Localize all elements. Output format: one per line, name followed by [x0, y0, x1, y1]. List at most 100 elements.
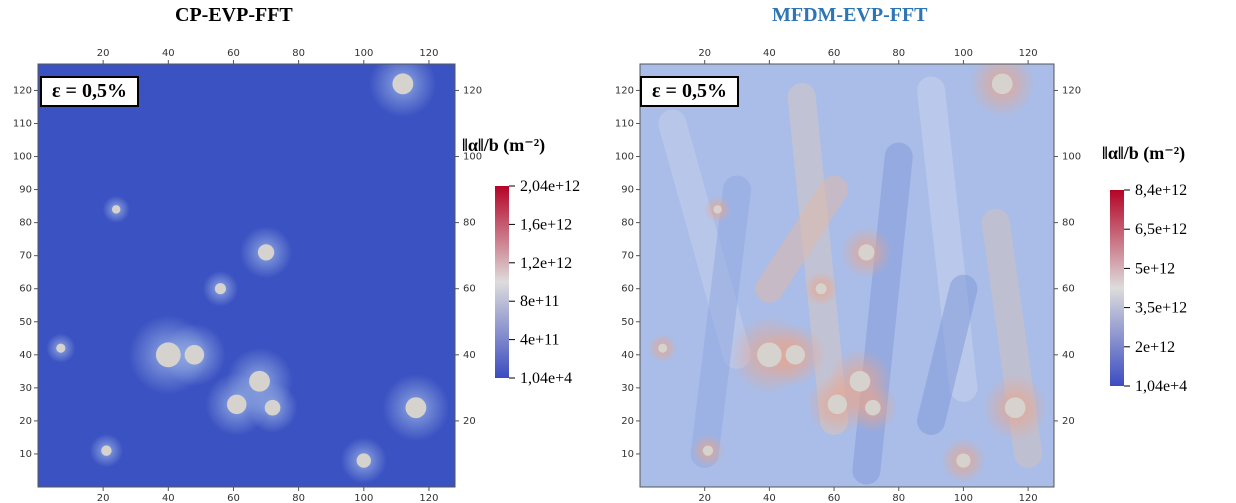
grain [184, 345, 205, 365]
heatmap-panel-cp: CP-EVP-FFT 20 20 40 40 60 60 80 80 100 100 120 120 1… [13, 4, 580, 503]
grain [264, 399, 281, 416]
colorbar-tick-label: 1,04e+4 [1135, 378, 1187, 395]
y-tick-label-left: 120 [615, 85, 634, 96]
y-tick-label-left: 20 [19, 416, 32, 427]
x-tick-label-bottom: 120 [1019, 493, 1038, 503]
grain [956, 453, 971, 468]
x-tick-label-top: 40 [763, 48, 776, 59]
grain [1004, 397, 1026, 419]
colorbar-tick-label: 4e+11 [520, 332, 560, 349]
x-tick-label-top: 20 [97, 48, 110, 59]
colorbar-tick-label: 1,6e+12 [520, 216, 572, 233]
x-tick-label-bottom: 120 [419, 493, 438, 503]
x-tick-label-bottom: 40 [162, 493, 175, 503]
colorbar-tick-label: 2e+12 [1135, 339, 1175, 356]
colorbar-tick-label: 1,04e+4 [520, 370, 572, 387]
grain [757, 342, 782, 368]
x-tick-label-top: 60 [227, 48, 240, 59]
y-tick-label-left: 10 [19, 449, 32, 460]
colorbar-tick-label: 6,5e+12 [1135, 221, 1187, 238]
y-tick-label-left: 120 [13, 85, 32, 96]
x-tick-label-bottom: 20 [698, 493, 711, 503]
y-tick-label-left: 110 [615, 118, 634, 129]
heatmap-mfdm-evp-fft: 20 20 40 40 60 60 80 80 100 100 120 120 10 20 30 40 50 60… [615, 48, 1187, 503]
x-tick-label-bottom: 100 [954, 493, 973, 503]
colorbar-tick-label: 8,4e+12 [1135, 182, 1187, 199]
heatmap-field [38, 64, 455, 487]
grain [249, 370, 270, 392]
grain [827, 394, 847, 415]
y-tick-label-right: 120 [463, 85, 482, 96]
heatmap-field [640, 64, 1054, 487]
grain [658, 343, 668, 353]
grain [101, 445, 112, 456]
y-tick-label-right: 80 [463, 218, 476, 229]
y-tick-label-left: 60 [621, 284, 634, 295]
x-tick-label-top: 20 [698, 48, 711, 59]
grain [155, 342, 181, 368]
y-tick-label-left: 90 [19, 185, 32, 196]
y-tick-label-left: 90 [621, 185, 634, 196]
y-tick-label-left: 70 [621, 251, 634, 262]
y-tick-label-left: 80 [19, 218, 32, 229]
y-tick-label-left: 60 [19, 284, 32, 295]
grain [865, 399, 881, 416]
grain [815, 283, 827, 295]
plot-frame [37, 63, 456, 488]
x-tick-label-bottom: 60 [227, 493, 240, 503]
y-tick-label-left: 50 [19, 317, 32, 328]
y-tick-label-left: 80 [621, 218, 634, 229]
x-tick-label-top: 80 [892, 48, 905, 59]
grain [991, 73, 1013, 95]
y-tick-label-right: 60 [463, 284, 476, 295]
grain [214, 283, 226, 295]
y-tick-label-right: 80 [1062, 218, 1075, 229]
x-tick-label-top: 60 [828, 48, 841, 59]
y-tick-label-left: 30 [19, 383, 32, 394]
y-tick-label-left: 70 [19, 251, 32, 262]
grain [257, 244, 275, 261]
colorbar-tick-label: 2,04e+12 [520, 178, 580, 195]
grain [785, 345, 805, 365]
y-tick-label-right: 120 [1062, 85, 1081, 96]
grain [702, 445, 714, 456]
x-tick-label-bottom: 80 [292, 493, 305, 503]
y-tick-label-right: 40 [463, 350, 476, 361]
field-streak [755, 175, 849, 303]
grain [226, 394, 247, 415]
x-tick-label-top: 80 [292, 48, 305, 59]
field-streak [690, 175, 752, 468]
colorbar-tick-label: 5e+12 [1135, 260, 1175, 277]
field-streak [787, 83, 849, 435]
colorbar-tick-label: 1,2e+12 [520, 255, 572, 272]
y-tick-label-right: 100 [463, 152, 482, 163]
y-tick-label-right: 20 [463, 416, 476, 427]
x-tick-label-top: 40 [162, 48, 175, 59]
x-tick-label-top: 100 [354, 48, 373, 59]
x-tick-label-top: 100 [954, 48, 973, 59]
x-tick-label-bottom: 40 [763, 493, 776, 503]
x-tick-label-top: 120 [1019, 48, 1038, 59]
colorbar-title: ‖α‖/b (m⁻²) [1102, 143, 1186, 163]
y-tick-label-right: 20 [1062, 416, 1075, 427]
y-tick-label-left: 30 [621, 383, 634, 394]
chart-title: MFDM-EVP-FFT [772, 4, 928, 26]
y-tick-label-left: 40 [19, 350, 32, 361]
heatmap-cp-evp-fft: 20 20 40 40 60 60 80 80 100 100 120 120 10 20 30 40 50 60… [13, 48, 580, 503]
y-tick-label-right: 40 [1062, 350, 1075, 361]
grain [849, 370, 871, 392]
x-tick-label-bottom: 100 [354, 493, 373, 503]
strain-annotation: ε = 0,5% [40, 76, 139, 107]
plot-frame [639, 63, 1055, 488]
y-tick-label-left: 20 [621, 416, 634, 427]
y-tick-label-right: 100 [1062, 152, 1081, 163]
x-tick-label-bottom: 20 [97, 493, 110, 503]
grain [111, 205, 121, 214]
grain [56, 343, 66, 353]
grain [356, 453, 371, 468]
grain [858, 244, 875, 261]
y-tick-label-left: 100 [615, 152, 634, 163]
colorbar-tick-label: 3,5e+12 [1135, 300, 1187, 317]
field-streak [917, 274, 978, 435]
grain [713, 205, 722, 214]
